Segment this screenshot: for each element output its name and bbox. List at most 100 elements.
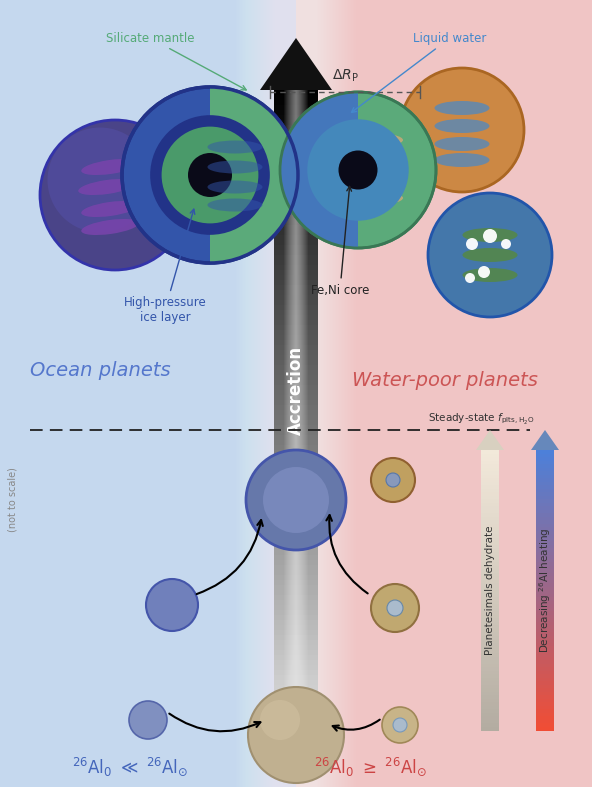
Bar	[274, 345, 318, 350]
Ellipse shape	[208, 198, 262, 212]
Bar	[481, 604, 499, 608]
Circle shape	[129, 701, 167, 739]
Bar	[481, 611, 499, 615]
Bar	[481, 593, 499, 597]
Bar	[536, 593, 554, 597]
Bar	[481, 681, 499, 685]
Bar	[279, 0, 313, 787]
Bar	[274, 140, 318, 146]
Ellipse shape	[208, 161, 262, 173]
Bar	[274, 645, 318, 651]
Circle shape	[260, 700, 300, 740]
Circle shape	[386, 473, 400, 487]
Bar	[481, 523, 499, 527]
Bar	[536, 685, 554, 689]
Bar	[284, 0, 308, 787]
Bar	[293, 0, 299, 787]
Bar	[481, 485, 499, 489]
Bar	[274, 260, 318, 265]
Bar	[281, 0, 311, 787]
Bar	[536, 569, 554, 573]
Text: Planetesimals dehydrate: Planetesimals dehydrate	[485, 525, 495, 655]
Bar	[481, 699, 499, 703]
Circle shape	[188, 153, 232, 197]
Bar	[481, 719, 499, 723]
Bar	[481, 513, 499, 517]
Bar	[481, 615, 499, 619]
Bar	[274, 385, 318, 390]
Bar	[536, 629, 554, 633]
Bar	[536, 572, 554, 577]
Bar	[536, 622, 554, 626]
Bar	[274, 440, 318, 445]
Bar	[481, 482, 499, 486]
Bar	[536, 492, 554, 496]
Bar	[481, 471, 499, 475]
Bar	[481, 663, 499, 667]
Bar	[536, 457, 554, 461]
Bar	[536, 688, 554, 692]
Bar	[282, 0, 310, 787]
Bar	[481, 579, 499, 583]
Bar	[481, 600, 499, 604]
Text: Ocean planets: Ocean planets	[30, 360, 170, 379]
Bar	[536, 649, 554, 653]
Polygon shape	[296, 0, 592, 787]
Bar	[274, 460, 318, 465]
Ellipse shape	[462, 228, 517, 242]
Text: Steady-state $f_{\mathrm{plts,H_2O}}$: Steady-state $f_{\mathrm{plts,H_2O}}$	[427, 411, 534, 426]
Bar	[274, 205, 318, 210]
Circle shape	[393, 718, 407, 732]
Bar	[274, 160, 318, 165]
Circle shape	[371, 584, 419, 632]
Bar	[274, 450, 318, 456]
Bar	[536, 482, 554, 486]
Bar	[274, 350, 318, 356]
Bar	[274, 325, 318, 331]
Bar	[481, 453, 499, 457]
Bar	[274, 125, 318, 131]
Bar	[536, 702, 554, 706]
Bar	[481, 678, 499, 682]
Bar	[278, 0, 314, 787]
Bar	[274, 120, 318, 125]
Bar	[481, 629, 499, 633]
Bar	[481, 635, 499, 640]
Bar	[274, 400, 318, 405]
Bar	[274, 0, 318, 787]
Bar	[536, 618, 554, 622]
Bar	[275, 0, 317, 787]
Bar	[274, 585, 318, 590]
Text: $^{26}$Al$_0$ $\geq$ $^{26}$Al$_{\odot}$: $^{26}$Al$_0$ $\geq$ $^{26}$Al$_{\odot}$	[314, 756, 426, 778]
Bar	[536, 464, 554, 468]
Bar	[274, 650, 318, 656]
Bar	[289, 90, 303, 690]
Bar	[274, 515, 318, 520]
Bar	[274, 435, 318, 441]
Bar	[481, 548, 499, 552]
Bar	[536, 555, 554, 559]
Bar	[274, 305, 318, 311]
Bar	[274, 225, 318, 231]
Bar	[274, 105, 318, 110]
Bar	[242, 0, 350, 787]
Ellipse shape	[343, 133, 403, 147]
Bar	[256, 0, 336, 787]
Bar	[274, 250, 318, 256]
Bar	[481, 642, 499, 646]
Bar	[536, 527, 554, 531]
Bar	[274, 660, 318, 666]
Bar	[481, 692, 499, 696]
Bar	[481, 705, 499, 710]
Bar	[254, 0, 338, 787]
Bar	[536, 712, 554, 716]
Bar	[536, 625, 554, 629]
Bar	[274, 565, 318, 571]
Bar	[274, 95, 318, 101]
Bar	[536, 566, 554, 570]
Text: High-pressure
ice layer: High-pressure ice layer	[124, 209, 207, 324]
Bar	[481, 562, 499, 566]
Bar	[274, 215, 318, 220]
Bar	[481, 467, 499, 471]
Bar	[481, 520, 499, 524]
